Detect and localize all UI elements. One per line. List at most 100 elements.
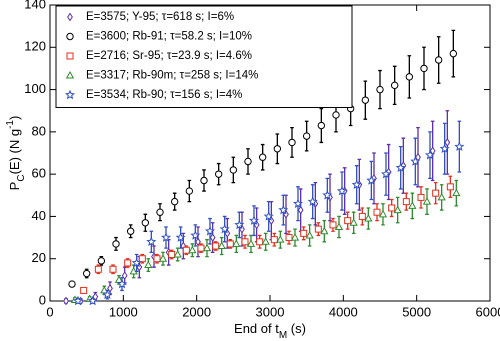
marker — [219, 223, 230, 234]
x-tick-label: 5000 — [402, 304, 431, 319]
marker — [68, 280, 76, 288]
marker — [234, 219, 245, 230]
marker — [292, 198, 304, 209]
y-tick-label: 20 — [32, 250, 46, 265]
marker — [408, 201, 417, 209]
marker — [395, 162, 406, 173]
marker — [102, 289, 113, 299]
marker — [156, 208, 164, 216]
marker — [410, 156, 421, 166]
marker — [80, 286, 88, 294]
marker — [66, 32, 74, 41]
marker — [65, 70, 75, 79]
marker — [351, 179, 362, 190]
marker — [278, 204, 289, 215]
marker — [185, 187, 194, 195]
marker — [202, 243, 212, 252]
marker — [361, 96, 370, 104]
marker — [297, 205, 304, 215]
x-tick-label: 0 — [46, 304, 53, 319]
label-part: C — [16, 174, 27, 181]
marker — [317, 121, 326, 130]
marker — [232, 239, 241, 247]
marker — [146, 236, 157, 247]
y-tick-label: 80 — [32, 123, 46, 138]
marker — [302, 132, 311, 140]
legend-label: E=3600; Rb-91; τ=58.2 s; I=10% — [86, 31, 252, 43]
marker — [82, 269, 91, 278]
marker — [307, 196, 318, 206]
marker — [285, 234, 293, 242]
y-tick-label: 40 — [32, 208, 46, 223]
marker — [420, 64, 428, 73]
marker — [116, 278, 128, 289]
label-part: End of t — [234, 321, 279, 336]
y-tick-label: 100 — [24, 81, 46, 96]
label-part: M — [279, 330, 287, 341]
marker — [444, 138, 451, 147]
marker — [168, 250, 176, 258]
marker — [63, 296, 69, 306]
legend: E=3575; Y-95; τ=618 s; I=6% E=3600; Rb-91… — [55, 5, 353, 108]
marker — [276, 235, 285, 243]
marker — [170, 197, 179, 206]
marker — [131, 257, 142, 268]
marker — [212, 242, 220, 250]
label-part: (E) (N g — [7, 129, 22, 175]
marker — [390, 81, 399, 90]
marker — [344, 217, 352, 225]
marker — [305, 230, 314, 239]
marker — [241, 238, 249, 246]
marker — [214, 170, 223, 178]
x-tick-label: 1000 — [109, 304, 138, 319]
marker — [434, 56, 443, 64]
label-part: ) — [7, 116, 22, 120]
marker — [380, 168, 392, 179]
marker — [366, 175, 377, 185]
label-part: (s) — [287, 321, 306, 336]
marker — [197, 244, 205, 252]
marker — [334, 222, 344, 230]
legend-box — [55, 5, 353, 108]
marker — [376, 85, 384, 94]
marker — [454, 141, 465, 151]
marker — [417, 193, 425, 201]
marker — [188, 245, 197, 254]
legend-label: E=3534; Rb-90; τ=156 s; I=4% — [86, 89, 242, 101]
marker — [173, 249, 182, 258]
marker — [290, 233, 300, 241]
marker — [320, 226, 329, 235]
marker — [364, 214, 373, 222]
marker — [424, 149, 436, 160]
marker — [256, 238, 264, 246]
marker — [322, 190, 333, 200]
marker — [182, 246, 190, 254]
marker — [65, 89, 75, 100]
marker — [446, 183, 454, 191]
marker — [109, 265, 117, 273]
marker — [94, 265, 102, 273]
marker — [209, 233, 216, 242]
marker — [138, 255, 146, 263]
x-tick-label: 3000 — [256, 304, 285, 319]
marker — [246, 239, 256, 247]
marker — [87, 295, 98, 306]
marker — [263, 211, 274, 221]
marker — [422, 197, 432, 205]
y-tick-label: 140 — [24, 0, 46, 11]
marker — [226, 240, 234, 248]
marker — [158, 254, 168, 262]
marker — [244, 157, 252, 166]
marker — [144, 260, 153, 269]
marker — [190, 230, 201, 240]
legend-label: E=2716; Sr-95; τ=23.9 s; I=4.6% — [86, 50, 252, 62]
y-axis-label: PC(E) (N g-1) — [5, 116, 27, 191]
y-tick-label: 60 — [32, 166, 46, 181]
marker — [349, 218, 358, 226]
y-tick-label: 120 — [24, 39, 46, 54]
marker — [200, 176, 208, 185]
marker — [288, 138, 296, 147]
marker — [160, 232, 172, 242]
marker — [378, 209, 388, 218]
